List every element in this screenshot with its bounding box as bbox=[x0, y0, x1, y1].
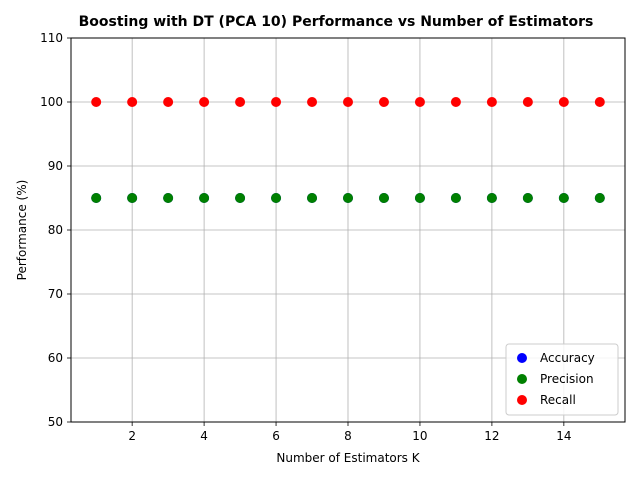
x-tick-label: 12 bbox=[484, 429, 499, 443]
data-point-recall bbox=[522, 97, 533, 107]
x-tick-label: 10 bbox=[412, 429, 427, 443]
x-tick-label: 4 bbox=[200, 429, 208, 443]
data-point-precision bbox=[343, 193, 353, 203]
series-precision bbox=[91, 193, 605, 203]
data-point-recall bbox=[558, 97, 569, 107]
legend-box bbox=[505, 343, 619, 416]
data-point-recall bbox=[91, 97, 102, 107]
data-point-recall bbox=[594, 97, 605, 107]
data-point-recall bbox=[378, 97, 389, 107]
legend-label: Precision bbox=[540, 372, 594, 386]
data-point-precision bbox=[307, 193, 318, 203]
y-tick-label: 50 bbox=[48, 415, 63, 429]
y-axis-label: Performance (%) bbox=[15, 180, 29, 281]
legend-marker bbox=[517, 395, 527, 405]
data-point-recall bbox=[450, 97, 461, 107]
data-point-recall bbox=[271, 97, 282, 107]
data-point-precision bbox=[235, 193, 246, 203]
x-axis-ticks: 2 4 6 8 10 12 14 bbox=[128, 422, 571, 443]
data-point-precision bbox=[594, 193, 605, 203]
data-point-precision bbox=[378, 193, 389, 203]
legend-label: Recall bbox=[540, 393, 576, 407]
y-tick-label: 60 bbox=[48, 351, 63, 365]
data-point-recall bbox=[235, 97, 246, 107]
y-tick-label: 70 bbox=[48, 287, 63, 301]
data-points bbox=[91, 97, 605, 203]
data-point-recall bbox=[127, 97, 138, 107]
y-tick-label: 110 bbox=[40, 31, 63, 45]
y-tick-label: 80 bbox=[48, 223, 63, 237]
series-recall bbox=[91, 97, 605, 107]
data-point-precision bbox=[127, 193, 138, 203]
legend-marker bbox=[517, 374, 527, 384]
data-point-precision bbox=[522, 193, 533, 203]
y-axis-ticks: 50 60 70 80 90 100 110 bbox=[40, 31, 71, 429]
data-point-precision bbox=[163, 193, 174, 203]
data-point-recall bbox=[199, 97, 210, 107]
data-point-precision bbox=[558, 193, 569, 203]
data-point-precision bbox=[450, 193, 461, 203]
x-axis-label: Number of Estimators K bbox=[276, 451, 420, 465]
y-tick-label: 90 bbox=[48, 159, 63, 173]
data-point-recall bbox=[486, 97, 497, 107]
data-point-precision bbox=[199, 193, 210, 203]
data-point-recall bbox=[343, 97, 353, 107]
data-point-recall bbox=[163, 97, 174, 107]
data-point-recall bbox=[307, 97, 318, 107]
data-point-precision bbox=[414, 193, 425, 203]
legend-marker bbox=[517, 353, 527, 363]
x-tick-label: 2 bbox=[128, 429, 136, 443]
data-point-recall bbox=[414, 97, 425, 107]
x-tick-label: 14 bbox=[556, 429, 571, 443]
legend-label: Accuracy bbox=[540, 351, 595, 365]
data-point-precision bbox=[271, 193, 282, 203]
y-tick-label: 100 bbox=[40, 95, 63, 109]
x-tick-label: 6 bbox=[272, 429, 280, 443]
data-point-precision bbox=[486, 193, 497, 203]
data-point-precision bbox=[91, 193, 102, 203]
legend: Accuracy Precision Recall bbox=[505, 343, 619, 416]
chart-title: Boosting with DT (PCA 10) Performance vs… bbox=[79, 14, 594, 30]
x-tick-label: 8 bbox=[344, 429, 352, 443]
